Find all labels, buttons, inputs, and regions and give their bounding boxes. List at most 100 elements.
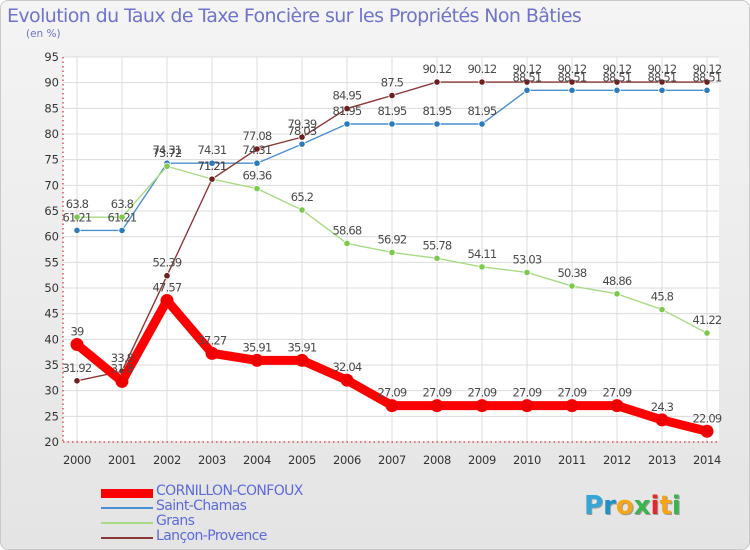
- legend-swatch-saint-chamas: [101, 507, 153, 509]
- logo-letter: r: [603, 491, 616, 521]
- x-tick-label-2006: 2006: [333, 453, 361, 467]
- data-label-lan-on-provence-2008: 90.12: [423, 62, 452, 76]
- data-label-lan-on-provence-2011: 90.12: [558, 62, 587, 76]
- x-tick-label-2014: 2014: [693, 453, 721, 467]
- logo-letter: i: [671, 491, 681, 521]
- data-label-lan-on-provence-2014: 90.12: [693, 62, 722, 76]
- x-tick-label-2013: 2013: [648, 453, 676, 467]
- point-cornillon-confoux-2006: [340, 373, 354, 387]
- chart-subtitle: (en %): [26, 28, 61, 40]
- point-saint-chamas-2005: [298, 140, 306, 148]
- y-tick-label-75: 75: [44, 153, 59, 167]
- x-tick-label-2000: 2000: [63, 453, 91, 467]
- point-grans-2009: [478, 263, 486, 271]
- point-lan-on-provence-2011: [568, 78, 576, 86]
- data-label-cornillon-confoux-2009: 27.09: [468, 386, 497, 400]
- legend-label-lancon: Lançon-Provence: [156, 528, 267, 544]
- data-label-grans-2011: 50.38: [558, 266, 587, 280]
- point-cornillon-confoux-2013: [655, 413, 669, 427]
- y-tick-label-95: 95: [44, 50, 59, 64]
- x-tick-label-2009: 2009: [468, 453, 496, 467]
- data-label-cornillon-confoux-2002: 47.57: [153, 280, 182, 294]
- data-label-saint-chamas-2009: 81.95: [468, 104, 497, 118]
- x-tick-label-2007: 2007: [378, 453, 406, 467]
- point-grans-2004: [253, 185, 261, 193]
- point-lan-on-provence-2013: [658, 78, 666, 86]
- point-saint-chamas-2011: [568, 86, 576, 94]
- y-tick-label-30: 30: [44, 384, 59, 398]
- logo-letter: o: [615, 491, 634, 521]
- point-cornillon-confoux-2003: [205, 346, 219, 360]
- point-cornillon-confoux-2008: [430, 399, 444, 413]
- y-tick-label-90: 90: [44, 76, 59, 90]
- chart-title: Evolution du Taux de Taxe Foncière sur l…: [7, 5, 582, 27]
- point-lan-on-provence-2003: [208, 175, 216, 183]
- point-saint-chamas-2003: [208, 159, 216, 167]
- legend-swatch-grans: [101, 522, 153, 524]
- point-grans-2005: [298, 206, 306, 214]
- data-label-lan-on-provence-2006: 84.95: [333, 89, 362, 103]
- data-label-lan-on-provence-2000: 31.92: [63, 361, 92, 375]
- data-label-saint-chamas-2001: 61.21: [108, 210, 137, 224]
- legend-swatch-cornillon: [101, 488, 153, 498]
- logo-letter: t: [659, 491, 672, 521]
- data-label-saint-chamas-2006: 81.95: [333, 104, 362, 118]
- data-label-lan-on-provence-2001: 33.8: [111, 351, 134, 365]
- point-grans-2006: [343, 239, 351, 248]
- x-tick-label-2010: 2010: [513, 453, 541, 467]
- data-label-grans-2001: 63.8: [111, 197, 134, 211]
- point-saint-chamas-2012: [613, 86, 621, 94]
- y-tick-label-45: 45: [44, 307, 59, 321]
- point-cornillon-confoux-2007: [385, 399, 399, 413]
- y-tick-label-55: 55: [44, 255, 59, 269]
- x-tick-label-2012: 2012: [603, 453, 631, 467]
- data-label-saint-chamas-2008: 81.95: [423, 104, 452, 118]
- logo-letter: x: [633, 491, 651, 521]
- y-tick-label-35: 35: [44, 358, 59, 372]
- data-label-cornillon-confoux-2012: 27.09: [603, 386, 632, 400]
- point-saint-chamas-2000: [73, 226, 81, 235]
- point-grans-2014: [703, 329, 711, 337]
- data-label-saint-chamas-2000: 61.21: [63, 210, 92, 224]
- point-cornillon-confoux-2001: [115, 374, 129, 388]
- data-label-lan-on-provence-2005: 79.39: [288, 117, 317, 131]
- point-cornillon-confoux-2002: [160, 293, 174, 307]
- point-saint-chamas-2001: [118, 226, 126, 235]
- data-label-lan-on-provence-2010: 90.12: [513, 62, 542, 76]
- point-saint-chamas-2014: [703, 86, 711, 94]
- data-label-grans-2000: 63.8: [66, 197, 89, 211]
- point-cornillon-confoux-2009: [475, 399, 489, 413]
- data-label-saint-chamas-2014: 88.51: [693, 70, 722, 84]
- data-label-lan-on-provence-2013: 90.12: [648, 62, 677, 76]
- data-label-lan-on-provence-2003: 71.21: [198, 159, 227, 173]
- point-grans-2013: [658, 305, 666, 314]
- legend-label-saint-chamas: Saint-Chamas: [156, 498, 247, 514]
- data-label-cornillon-confoux-2011: 27.09: [558, 386, 587, 400]
- point-saint-chamas-2004: [253, 159, 261, 167]
- data-label-grans-2006: 58.68: [333, 223, 362, 237]
- point-lan-on-provence-2002: [163, 272, 171, 280]
- data-label-grans-2008: 55.78: [423, 238, 452, 252]
- point-cornillon-confoux-2012: [610, 399, 624, 413]
- data-label-grans-2005: 65.2: [291, 190, 314, 204]
- point-grans-2012: [613, 290, 621, 298]
- point-saint-chamas-2009: [478, 120, 486, 128]
- legend-swatch-lancon: [101, 537, 153, 539]
- data-label-lan-on-provence-2009: 90.12: [468, 62, 497, 76]
- data-label-saint-chamas-2003: 74.31: [198, 143, 227, 157]
- x-tick-label-2002: 2002: [153, 453, 181, 467]
- data-label-cornillon-confoux-2007: 27.09: [378, 386, 407, 400]
- y-tick-label-70: 70: [44, 178, 59, 192]
- data-label-saint-chamas-2004: 74.31: [243, 143, 272, 157]
- point-lan-on-provence-2005: [298, 133, 306, 141]
- data-label-lan-on-provence-2004: 77.08: [243, 129, 272, 143]
- point-grans-2010: [523, 268, 531, 277]
- data-label-cornillon-confoux-2013: 24.3: [651, 400, 674, 414]
- point-lan-on-provence-2006: [343, 104, 351, 113]
- point-grans-2000: [73, 213, 81, 221]
- y-tick-label-50: 50: [44, 281, 59, 295]
- data-label-lan-on-provence-2002: 52.39: [153, 256, 182, 270]
- y-tick-label-85: 85: [44, 101, 59, 115]
- data-label-saint-chamas-2007: 81.95: [378, 104, 407, 118]
